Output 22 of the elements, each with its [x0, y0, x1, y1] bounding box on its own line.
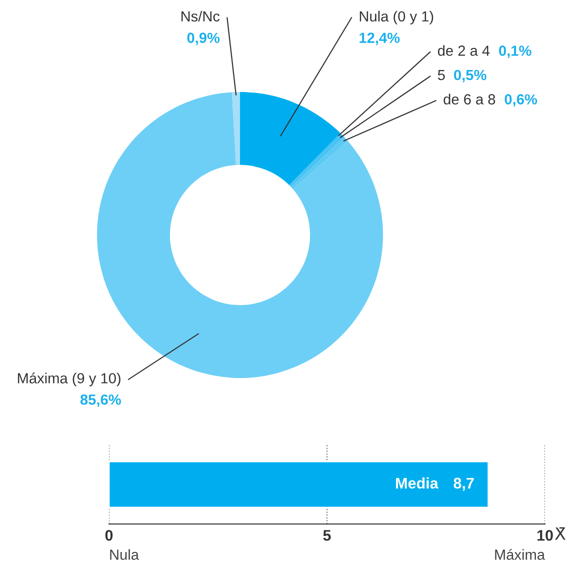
slice-label: de 2 a 4	[438, 45, 490, 56]
donut-slice	[240, 92, 340, 186]
slice-label: Nula (0 y 1)	[360, 10, 434, 24]
text: Nula	[110, 549, 139, 560]
data-label: 8,7	[454, 478, 474, 491]
x-tick-label: 0	[105, 530, 113, 541]
data-label: 85,6%	[80, 394, 121, 407]
x-axis-title: X̄	[555, 527, 566, 540]
data-label: 0,1%	[499, 46, 532, 58]
slice-label: Máxima (9 y 10)	[18, 372, 120, 386]
data-label: 0,9%	[187, 32, 220, 46]
slice-label: Ns/Nc	[181, 10, 220, 22]
x-tick-label: 10	[537, 530, 553, 541]
data-label: 0,5%	[454, 70, 486, 82]
data-label: 0,6%	[504, 94, 538, 107]
slice-label: 5	[438, 70, 445, 80]
slice-label: de 6 a 8	[444, 94, 496, 104]
x-tick-label: 5	[323, 530, 331, 541]
donut-slice	[232, 92, 240, 166]
data-label: 12,4%	[360, 32, 400, 46]
text: Máxima	[495, 548, 545, 560]
y-tick-label: Media	[396, 477, 438, 489]
